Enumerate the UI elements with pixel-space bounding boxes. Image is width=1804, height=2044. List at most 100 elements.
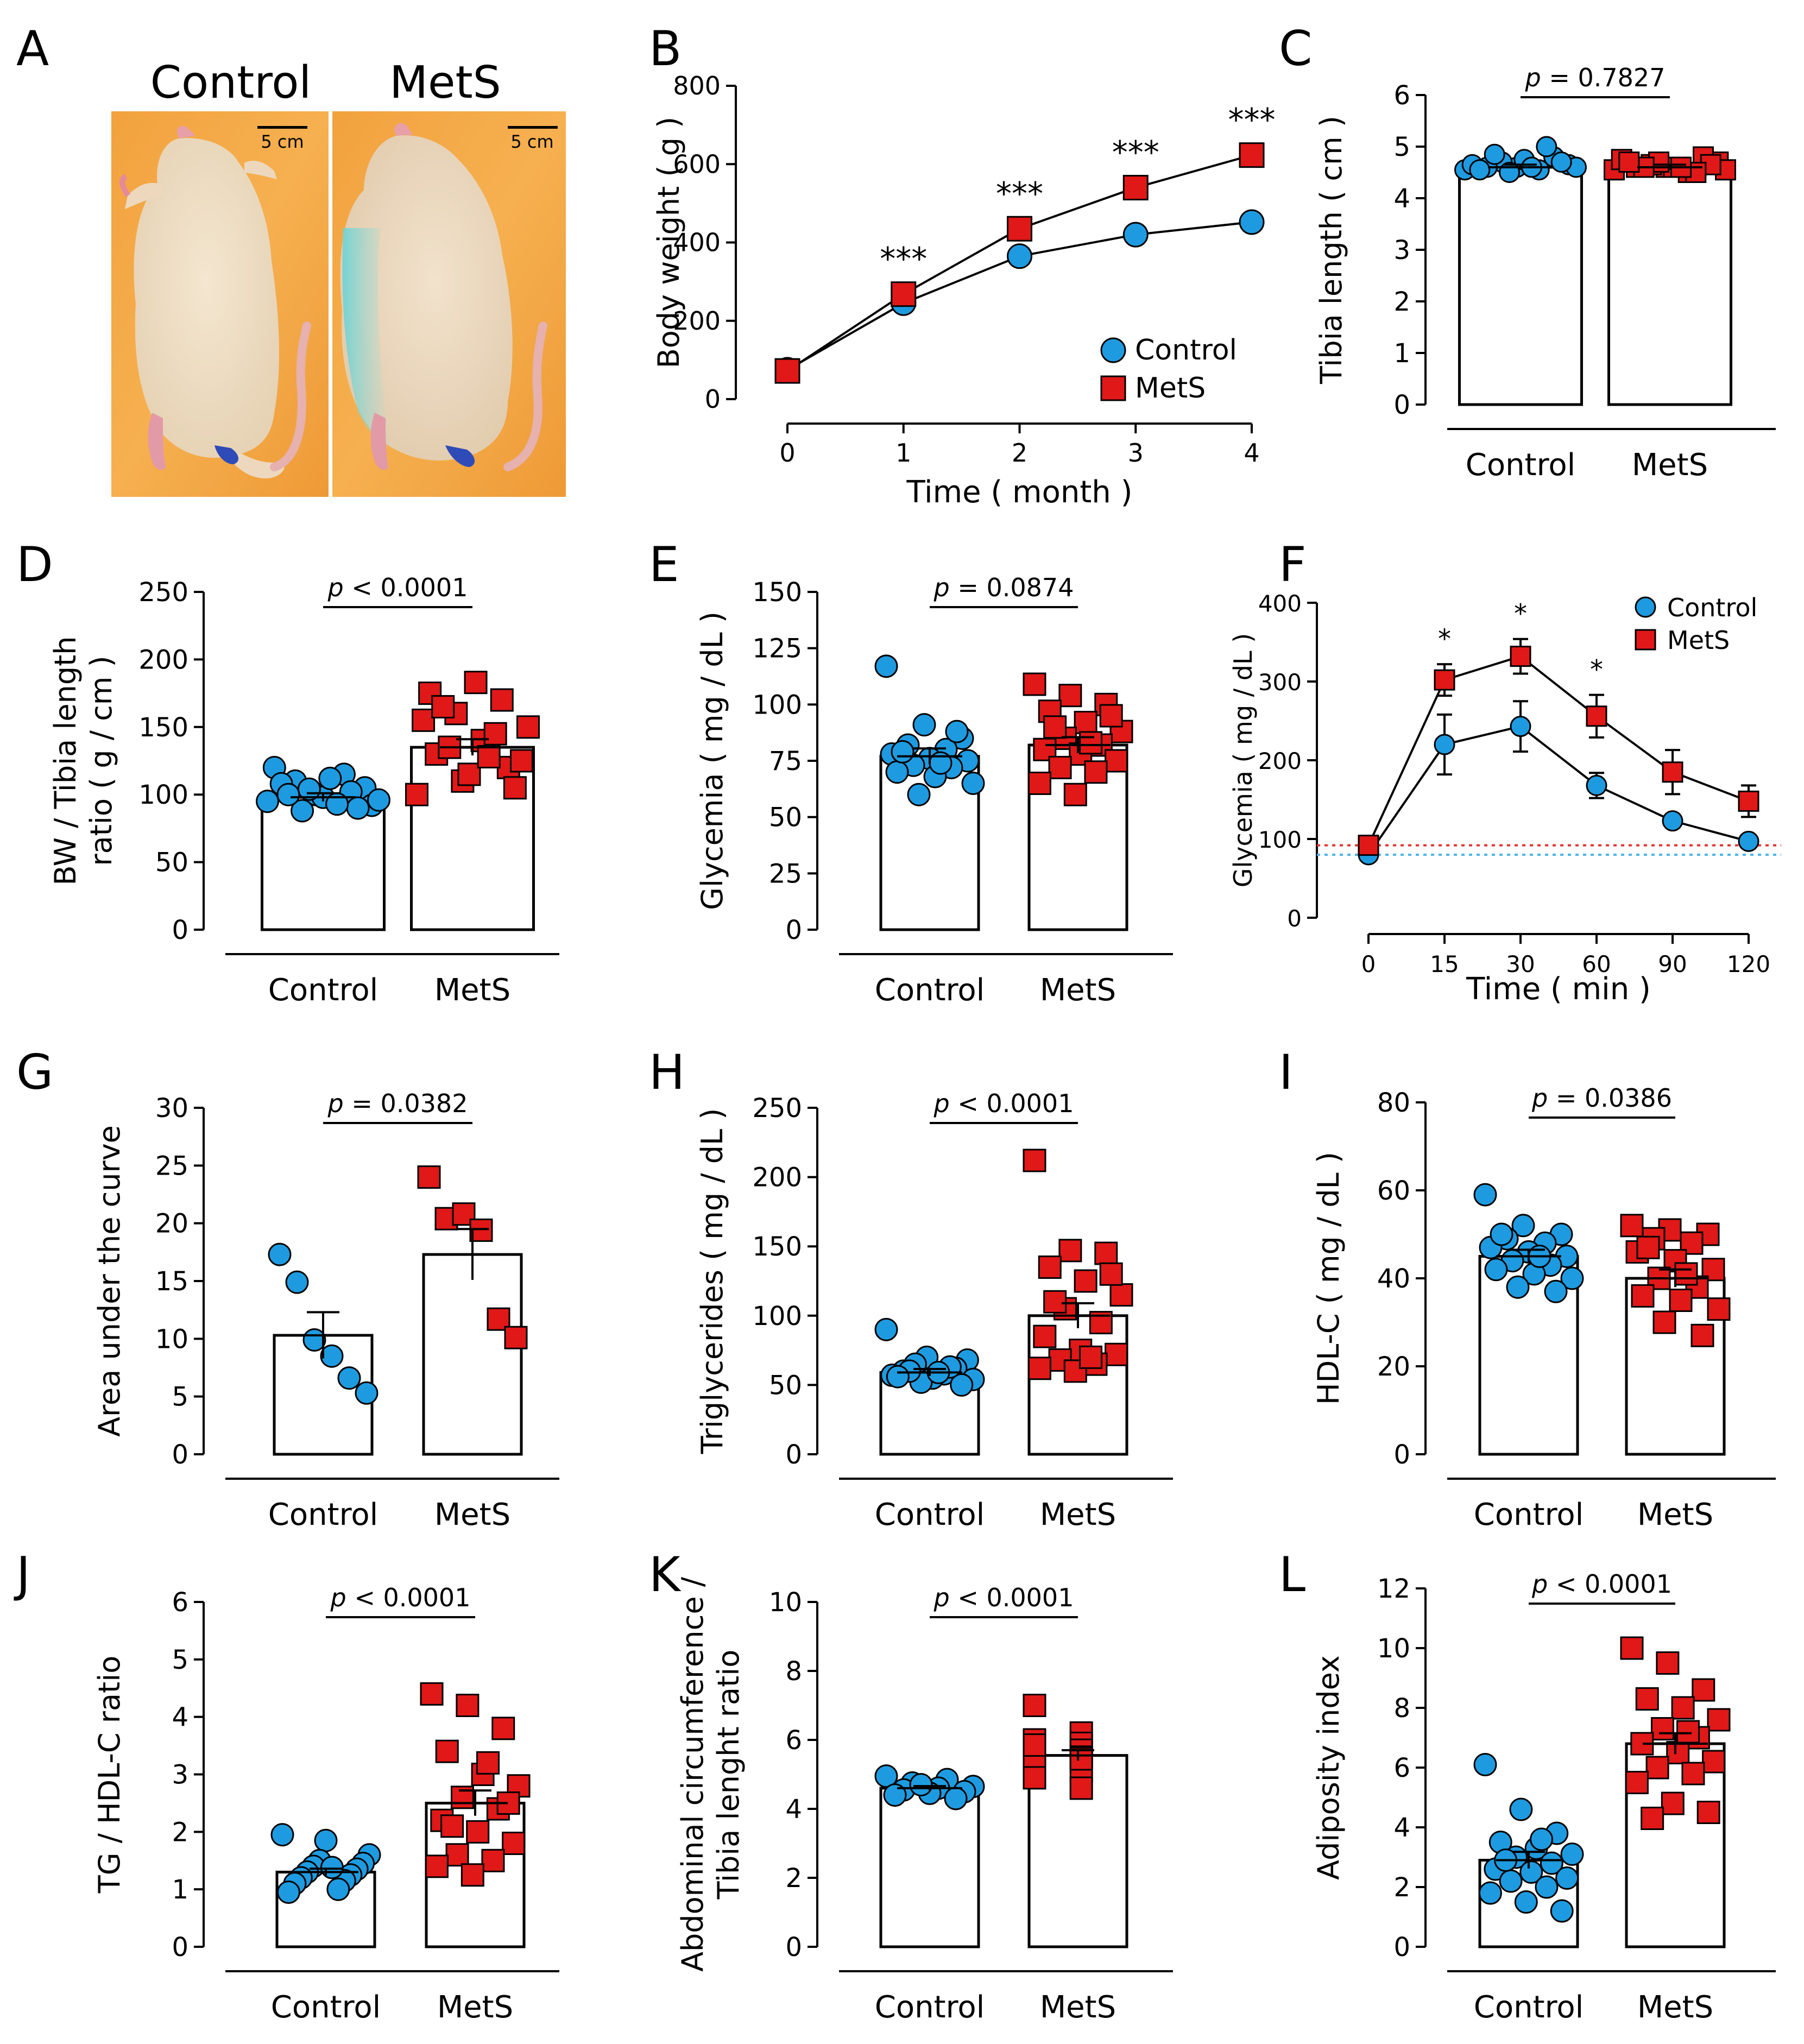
data-point-mets: [1099, 1262, 1123, 1286]
data-point-control: [276, 1880, 300, 1904]
data-point-mets: [466, 1820, 490, 1844]
y-tick-label: 0: [172, 1440, 188, 1470]
y-tick-label: 2: [785, 1863, 802, 1894]
data-point-mets: [504, 1326, 528, 1349]
data-point-control: [268, 1242, 292, 1266]
x-tick-label: Control: [875, 1497, 985, 1532]
data-point-mets: [1434, 669, 1455, 691]
y-tick-label: 0: [785, 915, 802, 945]
x-tick-label: Control: [271, 1990, 381, 2025]
y-tick-label: 0: [172, 915, 188, 945]
x-axis-label: Time ( month ): [906, 475, 1133, 510]
x-tick-label: 0: [1361, 951, 1376, 977]
data-point-mets: [490, 688, 514, 712]
data-point-mets: [1074, 1269, 1097, 1293]
y-tick-label: 2: [1393, 287, 1410, 317]
data-point-control: [1738, 830, 1759, 852]
data-point-control: [1499, 1869, 1523, 1893]
p-value: = 0.0386: [1556, 1083, 1672, 1113]
p-symbol: p: [933, 1089, 958, 1118]
data-point-mets: [425, 1854, 449, 1878]
data-point-mets: [1027, 1357, 1051, 1380]
p-symbol: p: [1531, 1083, 1556, 1113]
y-tick-label: 5: [172, 1645, 188, 1675]
x-tick-label: 0: [779, 438, 795, 468]
data-point-mets: [1079, 731, 1103, 755]
y-tick-label: 400: [673, 228, 721, 257]
chart-j: 0 1 2 3 4 5 6 Control MetS TG / HDL-C ratio p < 0.…: [92, 1583, 559, 2025]
x-tick-label: Control: [875, 1990, 985, 2025]
significance-label: *: [1590, 655, 1603, 685]
data-point-mets: [774, 358, 800, 384]
data-point-control: [1469, 159, 1491, 181]
data-point-mets: [417, 1165, 441, 1189]
data-point-mets: [440, 1814, 464, 1838]
y-axis-label: Abdominal circumference /: [676, 1576, 710, 1972]
y-tick-label: 0: [1393, 1932, 1410, 1963]
data-point-control: [326, 1877, 350, 1901]
data-point-mets: [1620, 1636, 1644, 1660]
data-point-control: [1560, 1843, 1584, 1866]
data-point-control: [1535, 1875, 1559, 1899]
data-point-mets: [1023, 1733, 1046, 1757]
panel-a-label-control: Control: [150, 57, 311, 109]
legend-marker-control: [1100, 337, 1126, 363]
data-point-control: [886, 1365, 910, 1389]
p-value-label: p < 0.0001: [330, 1583, 471, 1612]
p-value: = 0.7827: [1549, 63, 1665, 92]
data-point-mets: [1007, 216, 1032, 242]
data-point-mets: [1661, 1791, 1685, 1815]
p-value: < 0.0001: [957, 1583, 1074, 1612]
p-value-label: p = 0.0874: [933, 573, 1074, 602]
significance-label: *: [1438, 624, 1451, 654]
chart-b: 0 200 400 600 800 0 1 2 3 4 Time ( month ) Body wei…: [652, 71, 1276, 510]
data-point-mets: [1069, 1747, 1093, 1771]
data-point-mets: [1058, 684, 1082, 708]
data-point-mets: [1109, 1283, 1133, 1307]
p-symbol: p: [933, 1583, 958, 1612]
data-point-control: [909, 1773, 933, 1797]
x-tick-label: 1: [895, 438, 911, 468]
legend-marker-control: [1635, 596, 1656, 618]
data-point-control: [256, 790, 279, 813]
chart-g: 0 5 10 15 20 25 30 Control MetS Area under the cu…: [92, 1089, 559, 1532]
y-tick-label: 300: [1258, 669, 1302, 696]
data-point-mets: [1652, 1310, 1676, 1334]
panel-letter-a: A: [16, 21, 49, 77]
x-tick-label: MetS: [1040, 1497, 1116, 1532]
p-value-label: p < 0.0001: [933, 1583, 1074, 1612]
y-tick-label: 30: [155, 1093, 188, 1124]
x-tick-label: MetS: [1632, 447, 1708, 483]
data-point-mets: [1631, 1284, 1655, 1308]
data-point-control: [885, 760, 909, 784]
data-point-control: [318, 766, 342, 790]
data-point-control: [1239, 209, 1265, 235]
bar-mets: [422, 1253, 523, 1456]
y-tick-label: 75: [769, 746, 802, 777]
data-point-mets: [1358, 835, 1379, 856]
y-tick-label: 10: [769, 1587, 802, 1618]
x-tick-label: 60: [1582, 951, 1611, 977]
data-point-mets: [1105, 749, 1128, 773]
data-point-mets: [1239, 142, 1265, 168]
rat-control-photo: 5 cm: [111, 111, 329, 497]
x-tick-label: Control: [268, 973, 378, 1008]
y-tick-label: 200: [752, 1163, 802, 1193]
data-point-control: [337, 1366, 361, 1390]
data-point-control: [945, 720, 969, 743]
data-point-control: [1586, 774, 1607, 796]
y-tick-label: 200: [673, 306, 721, 336]
data-point-mets: [1023, 1766, 1046, 1790]
x-tick-label: MetS: [434, 973, 510, 1008]
data-point-control: [1511, 1214, 1535, 1238]
y-tick-label: 100: [752, 1301, 802, 1332]
data-point-mets: [1635, 1687, 1659, 1711]
y-axis-label: Body weight ( g ): [652, 117, 686, 368]
legend-marker-mets: [1100, 375, 1126, 401]
bar-control: [879, 1787, 980, 1948]
x-tick-label: 90: [1658, 951, 1687, 977]
y-tick-label: 0: [1393, 1440, 1410, 1470]
p-value-label: p = 0.7827: [1525, 63, 1666, 92]
data-point-mets: [1094, 1241, 1118, 1265]
